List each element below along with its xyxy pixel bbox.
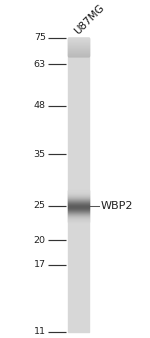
Text: WBP2: WBP2: [100, 201, 133, 211]
Text: 17: 17: [34, 261, 46, 269]
Text: 11: 11: [34, 327, 46, 336]
Text: 63: 63: [34, 60, 46, 69]
Text: 35: 35: [34, 150, 46, 159]
Text: 48: 48: [34, 101, 46, 111]
Text: U87MG: U87MG: [72, 2, 106, 36]
Text: 25: 25: [34, 201, 46, 210]
Text: 20: 20: [34, 236, 46, 245]
Text: 75: 75: [34, 33, 46, 42]
